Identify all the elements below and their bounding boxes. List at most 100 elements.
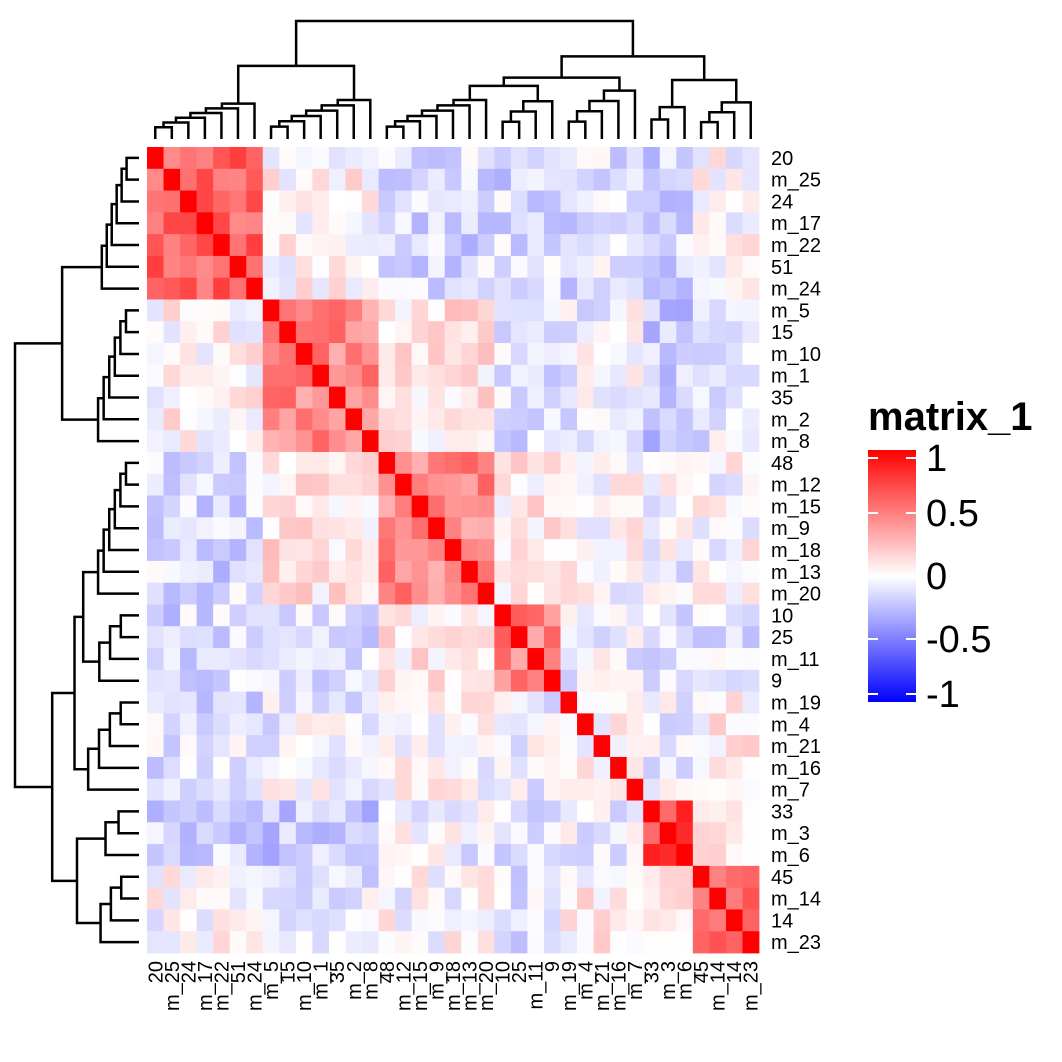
heatmap-cell: [461, 691, 479, 714]
heatmap-cell: [543, 539, 561, 562]
heatmap-cell: [461, 430, 479, 453]
heatmap-cell: [362, 168, 379, 191]
heatmap-cell: [543, 343, 561, 366]
heatmap-cell: [461, 822, 479, 845]
heatmap-cell: [477, 844, 495, 867]
heatmap-cell: [444, 408, 462, 431]
heatmap-cell: [262, 844, 280, 867]
heatmap-cell: [279, 822, 297, 845]
heatmap-cell: [626, 430, 644, 453]
dendrogram-branch: [98, 641, 139, 682]
heatmap-cell: [742, 408, 760, 431]
heatmap-cell: [692, 343, 710, 366]
heatmap-cell: [246, 822, 264, 845]
heatmap-cell: [709, 517, 727, 540]
heatmap-cell: [180, 299, 198, 322]
heatmap-cell: [147, 691, 164, 714]
heatmap-cell: [610, 343, 628, 366]
heatmap-cell: [229, 255, 247, 279]
heatmap-cell: [527, 517, 545, 540]
heatmap-cell: [378, 343, 396, 366]
heatmap-cell: [477, 277, 495, 300]
heatmap-cell: [147, 255, 164, 279]
heatmap-cell: [378, 539, 396, 562]
heatmap-cell: [626, 539, 644, 562]
heatmap-cell: [725, 756, 743, 780]
heatmap-cell: [378, 147, 396, 170]
heatmap-cell: [262, 865, 280, 889]
heatmap-cell: [643, 343, 661, 366]
heatmap-cell: [577, 909, 594, 932]
heatmap-cell: [659, 713, 677, 736]
heatmap-cell: [527, 887, 545, 910]
heatmap-cell: [229, 234, 247, 257]
dendrogram-branch: [108, 712, 139, 748]
row-label: 14: [771, 910, 793, 932]
heatmap-cell: [362, 321, 379, 344]
heatmap-cell: [527, 299, 545, 322]
heatmap-cell: [279, 451, 297, 475]
heatmap-cell: [527, 648, 545, 671]
heatmap-cell: [378, 822, 396, 845]
heatmap-cell: [196, 691, 214, 714]
heatmap-cell: [345, 865, 363, 889]
heatmap-cell: [725, 931, 743, 954]
heatmap-cell: [610, 909, 628, 932]
heatmap-cell: [593, 800, 611, 823]
heatmap-cell: [246, 277, 264, 300]
heatmap-cell: [180, 691, 198, 714]
heatmap-cell: [577, 691, 594, 714]
heatmap-cell: [643, 800, 661, 823]
heatmap-cell: [312, 321, 330, 344]
heatmap-cell: [395, 234, 413, 257]
heatmap-cell: [213, 713, 231, 736]
heatmap-cell: [709, 190, 727, 213]
heatmap-cell: [742, 168, 760, 191]
heatmap-cell: [147, 909, 164, 932]
heatmap-cell: [328, 778, 346, 801]
row-label: m_4: [771, 714, 810, 736]
heatmap-cell: [411, 517, 429, 540]
heatmap-cell: [742, 517, 760, 540]
heatmap-cell: [577, 756, 594, 780]
column-label: m_22: [211, 961, 233, 1011]
heatmap-cell: [725, 909, 743, 932]
heatmap-cell: [461, 212, 479, 235]
heatmap-cell: [147, 735, 164, 758]
heatmap-cell: [593, 604, 611, 627]
heatmap-cell: [626, 517, 644, 540]
heatmap-cell: [543, 495, 561, 518]
heatmap-cell: [577, 234, 594, 257]
heatmap-cell: [643, 604, 661, 627]
heatmap-cell: [378, 865, 396, 889]
heatmap-cell: [643, 147, 661, 170]
heatmap-cell: [362, 582, 379, 605]
heatmap-cell: [543, 582, 561, 605]
heatmap-cell: [676, 451, 694, 475]
heatmap-cell: [428, 234, 446, 257]
heatmap-cell: [295, 190, 313, 213]
heatmap-cell: [692, 168, 710, 191]
heatmap-cell: [742, 800, 760, 823]
heatmap-cell: [328, 299, 346, 322]
heatmap-cell: [527, 582, 545, 605]
heatmap-cell: [328, 691, 346, 714]
heatmap-cell: [610, 451, 628, 475]
heatmap-cell: [643, 691, 661, 714]
heatmap-cell: [461, 778, 479, 801]
heatmap-cell: [725, 735, 743, 758]
heatmap-cell: [163, 822, 181, 845]
heatmap-cell: [328, 800, 346, 823]
heatmap-cell: [593, 756, 611, 780]
heatmap-cell: [444, 147, 462, 170]
heatmap-cell: [709, 299, 727, 322]
heatmap-cell: [395, 408, 413, 431]
heatmap-cell: [295, 473, 313, 496]
heatmap-cell: [494, 539, 512, 562]
heatmap-cell: [543, 451, 561, 475]
heatmap-cell: [709, 430, 727, 453]
heatmap-cell: [543, 865, 561, 889]
heatmap-cell: [362, 691, 379, 714]
heatmap-cell: [709, 626, 727, 649]
